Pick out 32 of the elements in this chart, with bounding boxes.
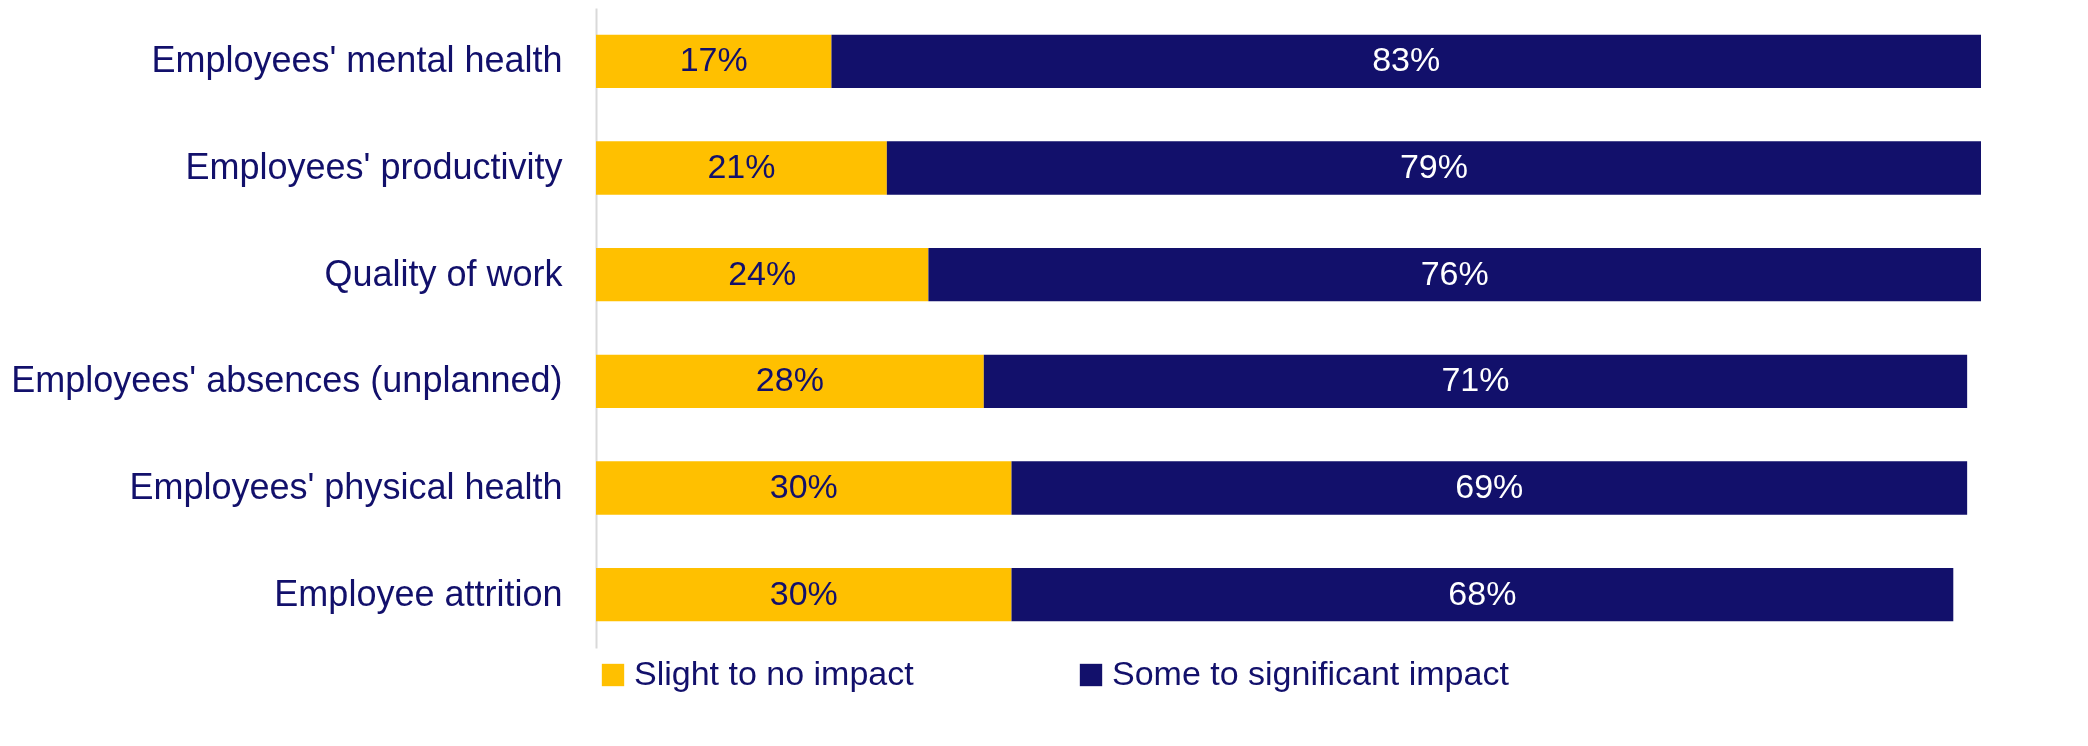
data-label: 30% — [769, 467, 838, 505]
bar — [928, 248, 1981, 302]
data-label: 71% — [1441, 360, 1510, 399]
bar — [886, 141, 1981, 195]
data-label: 69% — [1455, 467, 1524, 505]
bar — [1011, 461, 1968, 515]
bar — [596, 354, 984, 408]
data-label: 30% — [769, 573, 838, 612]
y-tick-label: Employees' physical health — [129, 466, 563, 507]
bar — [1011, 568, 1954, 622]
data-label: 83% — [1372, 40, 1441, 79]
bar — [983, 354, 1968, 408]
bar — [596, 568, 1012, 622]
data-label: 79% — [1399, 147, 1468, 185]
bar — [596, 461, 1012, 515]
data-label: 68% — [1448, 573, 1517, 612]
bar — [596, 34, 832, 88]
bar — [831, 34, 1981, 88]
legend-label: Some to significant impact — [1112, 654, 1510, 692]
y-tick-label: Quality of work — [324, 252, 564, 294]
y-tick-label: Employees' productivity — [185, 146, 563, 187]
y-tick-label: Employees' absences (unplanned) — [11, 359, 563, 401]
y-tick-label: Employee attrition — [274, 572, 563, 614]
bar — [596, 248, 929, 302]
data-label: 21% — [707, 147, 776, 185]
y-tick-label: Employees' mental health — [151, 39, 563, 81]
legend-label: Slight to no impact — [634, 654, 915, 692]
data-label: 17% — [679, 40, 748, 79]
data-label: 76% — [1420, 253, 1489, 292]
data-label: 24% — [728, 253, 797, 292]
data-label: 28% — [755, 360, 824, 399]
bar — [596, 141, 887, 195]
